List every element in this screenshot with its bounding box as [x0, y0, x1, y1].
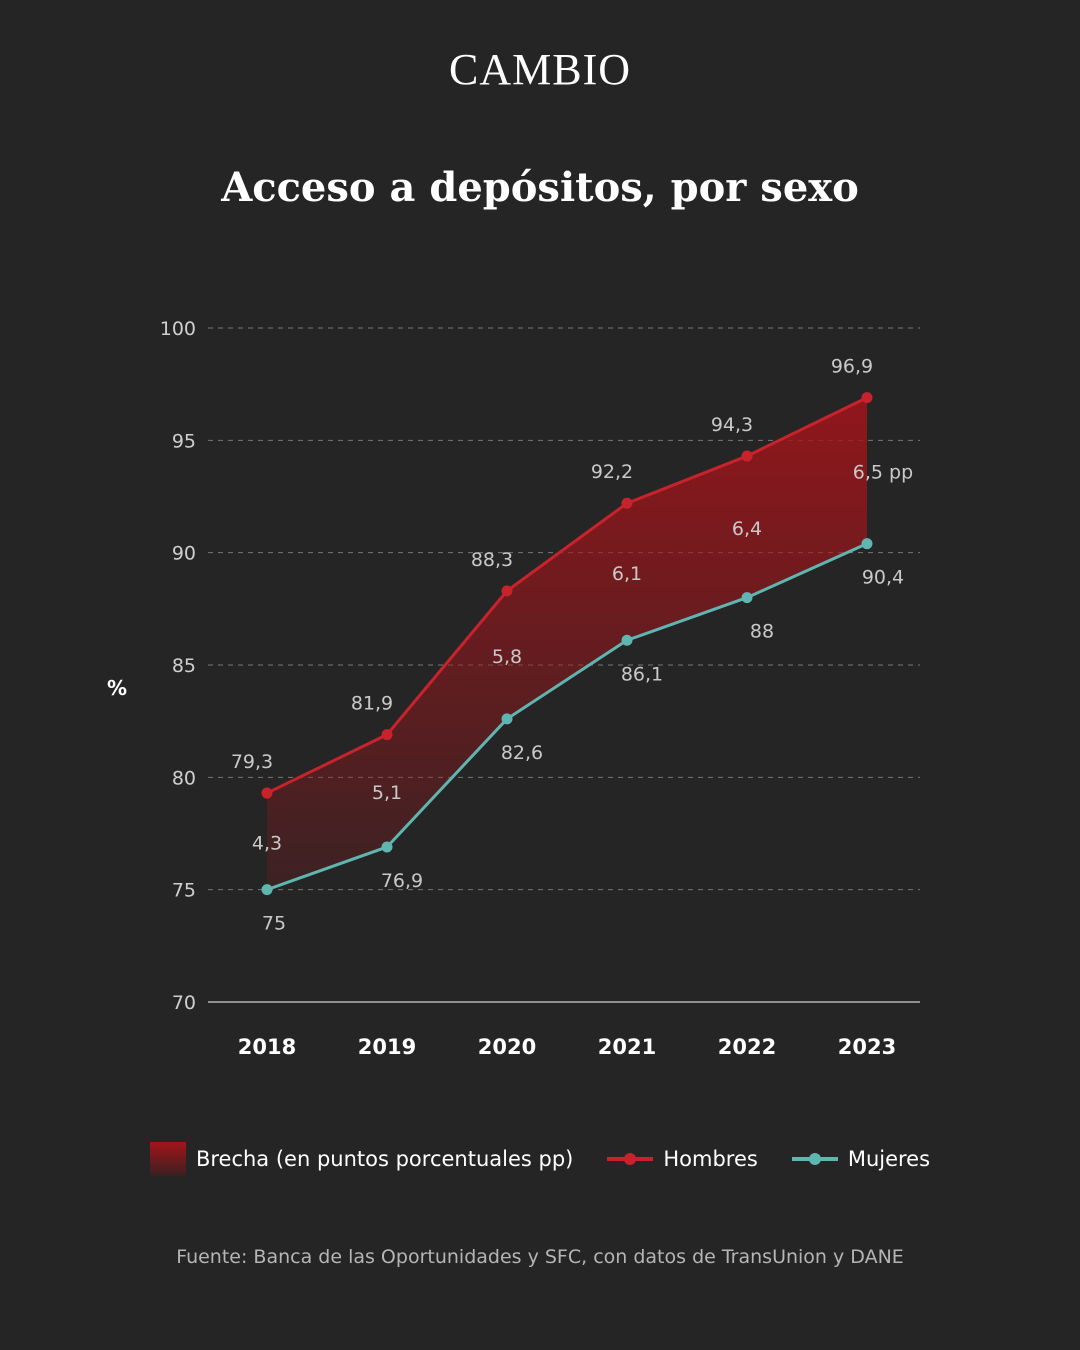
mujeres-data-label: 82,6: [501, 742, 543, 764]
x-tick-label: 2018: [238, 1035, 296, 1059]
x-tick-label: 2020: [478, 1035, 536, 1059]
hombres-data-label: 79,3: [231, 751, 273, 773]
gap-data-label: 5,1: [372, 782, 402, 804]
legend-item-gap: Brecha (en puntos porcentuales pp): [149, 1142, 574, 1176]
hombres-data-label: 96,9: [831, 356, 873, 378]
y-tick-label: 75: [172, 880, 196, 902]
x-tick-label: 2021: [598, 1035, 656, 1059]
mujeres-data-label: 88: [750, 621, 774, 643]
x-tick-label: 2022: [718, 1035, 776, 1059]
mujeres-point: [261, 884, 273, 896]
chart-title: Acceso a depósitos, por sexo: [221, 164, 859, 211]
hombres-point: [621, 497, 633, 509]
hombres-point: [501, 585, 513, 597]
gap-data-label: 4,3: [252, 832, 282, 854]
mujeres-line: [266, 542, 868, 892]
source-note: Fuente: Banca de las Oportunidades y SFC…: [176, 1246, 904, 1268]
x-tick-label: 2023: [838, 1035, 896, 1059]
hombres-data-label: 92,2: [591, 461, 633, 483]
mujeres-data-label: 75: [262, 913, 286, 935]
hombres-data-label: 81,9: [351, 693, 393, 715]
chart-legend: Brecha (en puntos porcentuales pp) Hombr…: [0, 1142, 1080, 1176]
gap-data-label: 5,8: [492, 646, 522, 668]
hombres-point: [381, 729, 393, 741]
mujeres-data-label: 86,1: [621, 663, 663, 685]
gap-data-label: 6,1: [612, 563, 642, 585]
brand-logo: CAMBIO: [448, 45, 632, 94]
gap-data-label: 6,4: [732, 518, 762, 540]
legend-label-hombres: Hombres: [663, 1147, 758, 1171]
line-chart: 70 75 80 85 90 95 100% 2018 2019 2020 2021 2022 2023…: [107, 318, 920, 1059]
y-tick-label: 95: [172, 430, 196, 452]
legend-item-mujeres: Mujeres: [791, 1147, 931, 1171]
gap-swatch: [149, 1142, 186, 1176]
mujeres-data-label: 76,9: [381, 870, 423, 892]
legend-label-gap: Brecha (en puntos porcentuales pp): [195, 1147, 574, 1171]
mujeres-point: [621, 634, 633, 646]
legend-label-mujeres: Mujeres: [847, 1147, 931, 1171]
hombres-point: [861, 392, 873, 404]
gap-area: [267, 397, 867, 890]
mujeres-data-label: 90,4: [862, 567, 904, 589]
y-tick-label: 70: [172, 992, 196, 1014]
mujeres-point: [861, 538, 873, 550]
x-tick-label: 2019: [358, 1035, 416, 1059]
gap-data-label: 6,5 pp: [853, 462, 913, 484]
y-tick-label: 85: [172, 655, 196, 677]
y-tick-label: 100: [160, 318, 196, 340]
hombres-swatch: [607, 1153, 654, 1165]
legend-item-hombres: Hombres: [607, 1147, 758, 1171]
y-tick-label: 90: [172, 543, 196, 565]
mujeres-swatch: [791, 1153, 838, 1165]
mujeres-point: [381, 841, 393, 853]
hombres-point: [261, 787, 273, 799]
mujeres-point: [741, 592, 753, 604]
y-axis-label: %: [107, 676, 127, 700]
mujeres-point: [501, 713, 513, 725]
hombres-point: [741, 450, 753, 462]
hombres-data-label: 88,3: [471, 549, 513, 571]
hombres-line: [266, 396, 868, 795]
y-tick-label: 80: [172, 767, 196, 789]
hombres-data-label: 94,3: [711, 414, 753, 436]
